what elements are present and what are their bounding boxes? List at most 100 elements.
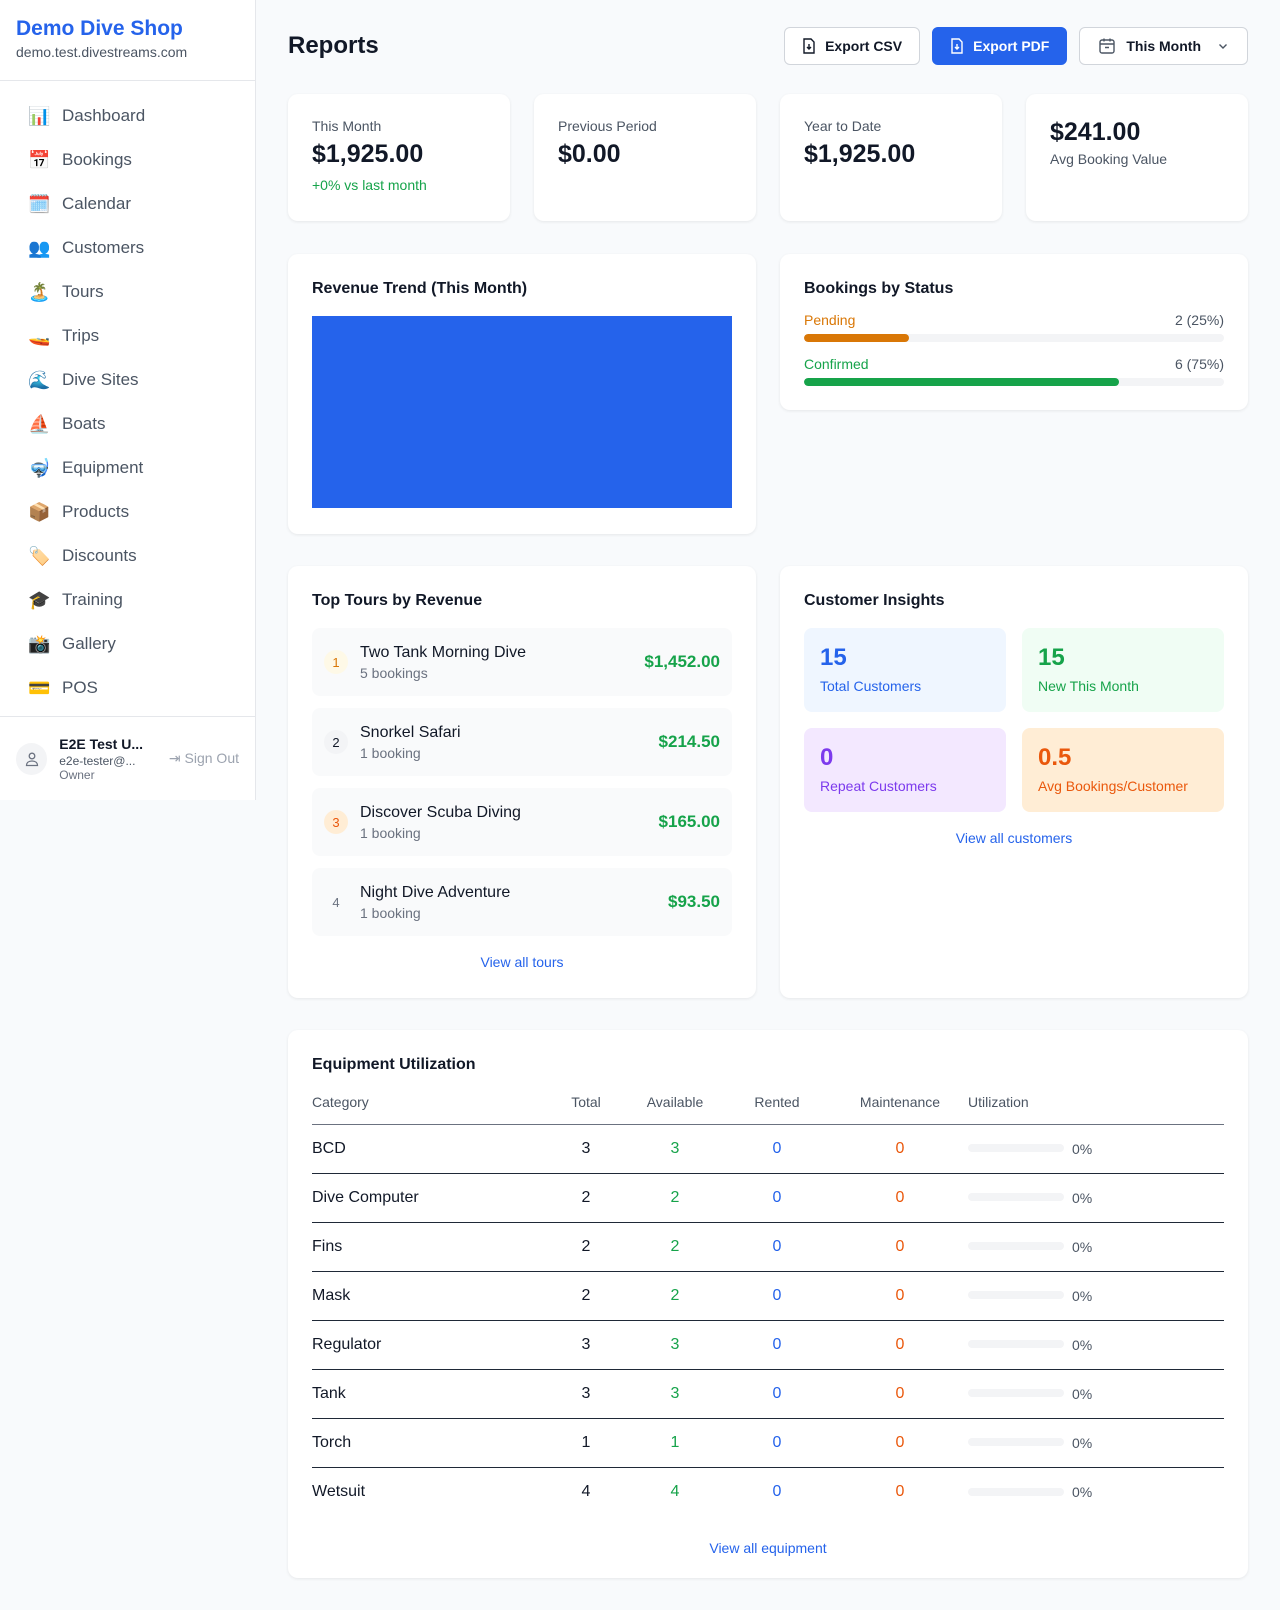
utilization-percent: 0%	[1072, 1140, 1093, 1157]
sidebar-item-dashboard[interactable]: 📊 Dashboard	[0, 94, 255, 138]
user-avatar-icon	[16, 742, 48, 775]
column-header-total: Total	[544, 1080, 628, 1125]
stat-value: $0.00	[558, 140, 621, 168]
cell-total: 3	[544, 1369, 628, 1419]
boats-icon: ⛵	[28, 413, 51, 434]
cell-available: 3	[628, 1124, 722, 1174]
utilization-bar	[968, 1438, 1064, 1447]
tour-revenue: $93.50	[668, 892, 720, 911]
stat-value: $241.00	[1050, 118, 1141, 146]
equipment-table: Category Total Available Rented Maintenance U…	[312, 1080, 1224, 1516]
sidebar-item-gallery[interactable]: 📸 Gallery	[0, 622, 255, 666]
view-all-customers-link[interactable]: View all customers	[955, 830, 1073, 846]
sidebar-nav: 📊 Dashboard 📅 Bookings 🗓️ Calendar 👥 Customers 🏝…	[0, 81, 255, 710]
cell-available: 3	[628, 1369, 722, 1419]
period-label: This Month	[1126, 38, 1201, 54]
cell-maintenance: 0	[832, 1418, 968, 1468]
tour-row[interactable]: 2 Snorkel Safari 1 booking $214.50	[312, 708, 732, 776]
sidebar-item-boats[interactable]: ⛵ Boats	[0, 402, 255, 446]
tour-rank-badge: 4	[332, 894, 340, 910]
tour-name: Discover Scuba Diving	[360, 803, 521, 821]
customers-icon: 👥	[28, 237, 51, 258]
cell-category: Fins	[312, 1222, 544, 1272]
tour-rank-badge: 1	[324, 650, 348, 674]
cell-category: BCD	[312, 1124, 544, 1174]
sidebar-item-pos[interactable]: 💳 POS	[0, 666, 255, 710]
cell-category: Dive Computer	[312, 1173, 544, 1223]
cell-maintenance: 0	[832, 1173, 968, 1223]
gallery-icon: 📸	[28, 633, 51, 654]
cell-available: 2	[628, 1222, 722, 1272]
utilization-percent: 0%	[1072, 1336, 1093, 1353]
user-panel: E2E Test U... e2e-tester@... Owner ⇥ Sig…	[0, 716, 255, 800]
view-all-tours-link[interactable]: View all tours	[480, 954, 564, 970]
cell-total: 4	[581, 1482, 591, 1500]
status-progress-fill	[804, 334, 909, 342]
status-progress-bar	[804, 334, 1224, 342]
table-row: Mask 2 2 0 0 0%	[312, 1271, 1224, 1321]
insight-label: Avg Bookings/Customer	[1038, 778, 1188, 794]
cell-total: 3	[544, 1320, 628, 1370]
cell-category: Regulator	[312, 1320, 544, 1370]
card-title: Customer Insights	[804, 592, 945, 609]
sidebar-item-label: Dashboard	[62, 106, 146, 125]
stat-label: Avg Booking Value	[1050, 151, 1168, 167]
sidebar-item-calendar[interactable]: 🗓️ Calendar	[0, 182, 255, 226]
export-csv-button[interactable]: Export CSV	[784, 27, 921, 65]
sidebar-item-label: Discounts	[62, 546, 137, 565]
cell-category: Wetsuit	[312, 1482, 366, 1500]
sidebar-item-label: Training	[62, 590, 123, 609]
cell-total: 2	[544, 1173, 628, 1223]
tour-row[interactable]: 1 Two Tank Morning Dive 5 bookings $1,452.0…	[312, 628, 732, 696]
insight-avg-bookings-customer: 0.5 Avg Bookings/Customer	[1022, 728, 1224, 812]
dashboard-icon: 📊	[28, 105, 51, 126]
sign-out-icon: ⇥	[168, 750, 181, 766]
sidebar-item-products[interactable]: 📦 Products	[0, 490, 255, 534]
sidebar-item-label: POS	[62, 678, 98, 697]
tour-row[interactable]: 3 Discover Scuba Diving 1 booking $165.00	[312, 788, 732, 856]
cell-utilization: 0%	[968, 1418, 1224, 1468]
sidebar-item-dive-sites[interactable]: 🌊 Dive Sites	[0, 358, 255, 402]
table-row: Dive Computer 2 2 0 0 0%	[312, 1173, 1224, 1223]
shop-name[interactable]: Demo Dive Shop	[16, 17, 183, 40]
status-progress-bar	[804, 378, 1224, 386]
sidebar-item-equipment[interactable]: 🤿 Equipment	[0, 446, 255, 490]
sidebar-item-trips[interactable]: 🚤 Trips	[0, 314, 255, 358]
stat-previous-period: Previous Period $0.00	[534, 94, 756, 221]
stat-value: $1,925.00	[312, 140, 424, 168]
sidebar-item-discounts[interactable]: 🏷️ Discounts	[0, 534, 255, 578]
insight-repeat-customers: 0 Repeat Customers	[804, 728, 1006, 812]
calendar-icon	[1099, 38, 1116, 54]
period-select[interactable]: This Month	[1079, 27, 1248, 65]
insight-value: 15	[1038, 644, 1065, 671]
cell-available: 1	[628, 1418, 722, 1468]
insight-value: 15	[820, 644, 847, 671]
table-row: Torch 1 1 0 0 0%	[312, 1418, 1224, 1468]
chevron-down-icon	[1219, 44, 1227, 49]
sign-out-button[interactable]: ⇥ Sign Out	[169, 750, 239, 767]
sidebar-item-tours[interactable]: 🏝️ Tours	[0, 270, 255, 314]
page-header: Reports Export CSV Export PDF This Month	[288, 0, 1248, 94]
user-role: Owner	[59, 767, 95, 782]
brand: Demo Dive Shop demo.test.divestreams.com	[0, 0, 255, 81]
view-all-equipment-link[interactable]: View all equipment	[709, 1540, 827, 1556]
sidebar-item-label: Customers	[62, 238, 145, 257]
page-title: Reports	[288, 32, 379, 59]
tour-row[interactable]: 4 Night Dive Adventure 1 booking $93.50	[312, 868, 732, 936]
sidebar-item-customers[interactable]: 👥 Customers	[0, 226, 255, 270]
status-count: 2 (25%)	[1174, 312, 1224, 328]
column-header-category: Category	[312, 1080, 544, 1125]
insight-value: 0.5	[1038, 744, 1072, 771]
export-pdf-label: Export PDF	[973, 38, 1050, 54]
status-progress-fill	[804, 378, 1119, 386]
sidebar-item-training[interactable]: 🎓 Training	[0, 578, 255, 622]
sidebar-item-bookings[interactable]: 📅 Bookings	[0, 138, 255, 182]
export-pdf-button[interactable]: Export PDF	[932, 27, 1068, 65]
insight-value: 0	[820, 744, 834, 771]
table-row: Regulator 3 3 0 0 0%	[312, 1320, 1224, 1370]
cell-category: Mask	[312, 1271, 544, 1321]
utilization-percent: 0%	[1072, 1287, 1093, 1304]
stat-label: Previous Period	[558, 118, 657, 134]
cell-total: 1	[544, 1418, 628, 1468]
column-header-rented: Rented	[722, 1080, 832, 1125]
